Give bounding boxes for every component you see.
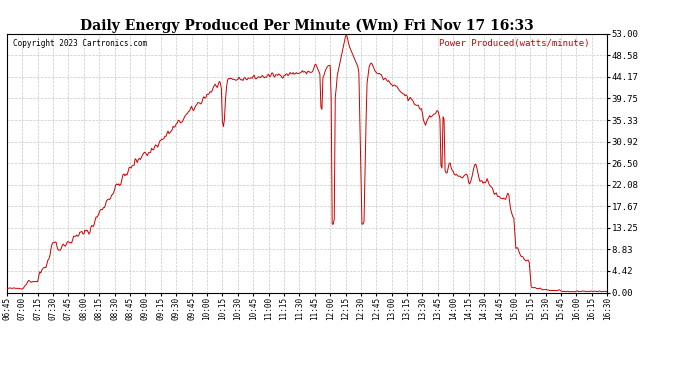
Text: Power Produced(watts/minute): Power Produced(watts/minute) (439, 39, 590, 48)
Title: Daily Energy Produced Per Minute (Wm) Fri Nov 17 16:33: Daily Energy Produced Per Minute (Wm) Fr… (80, 18, 534, 33)
Text: Copyright 2023 Cartronics.com: Copyright 2023 Cartronics.com (13, 39, 147, 48)
